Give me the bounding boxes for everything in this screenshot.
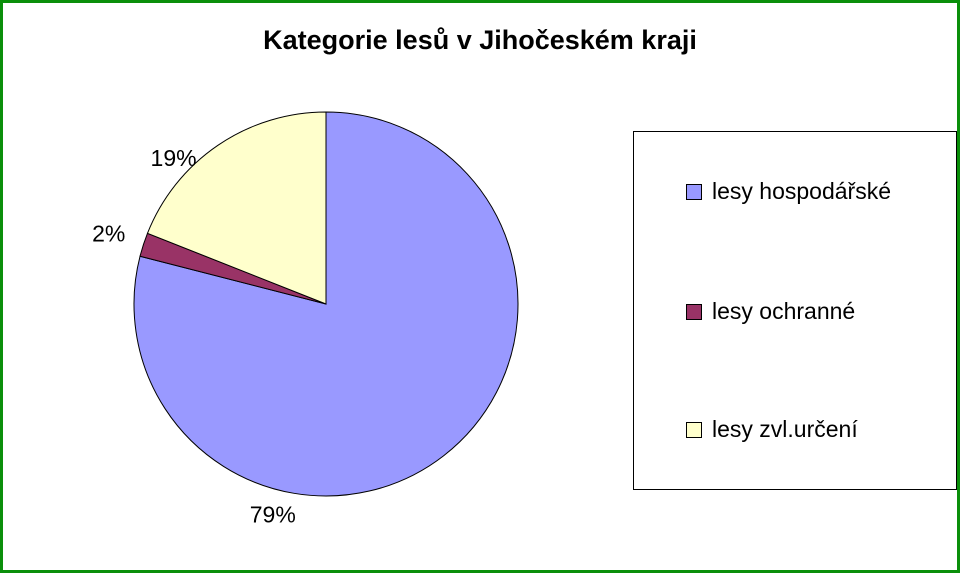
slice-hospodarske [133,111,519,497]
pct-label-zvl-urceni: 19% [151,145,197,171]
legend-swatch-ochranne [686,303,702,320]
legend-label-ochranne: lesy ochranné [712,298,856,324]
legend-item-zvl-urceni: lesy zvl.určení [686,416,858,443]
legend-item-hospodarske: lesy hospodářské [686,178,891,205]
slice-zvl-urceni [146,111,327,305]
legend-item-ochranne: lesy ochranné [686,298,855,325]
pct-label-ochranne: 2% [92,220,125,246]
chart-legend: lesy hospodářské lesy ochranné lesy zvl.… [633,131,957,490]
pie-chart: 79% 2% 19% [92,111,519,527]
legend-label-zvl-urceni: lesy zvl.určení [712,416,858,442]
pct-label-hospodarske: 79% [250,501,296,527]
chart-title: Kategorie lesů v Jihočeském kraji [263,25,697,55]
legend-swatch-zvl-urceni [686,421,702,438]
legend-swatch-hospodarske [686,183,702,200]
legend-label-hospodarske: lesy hospodářské [712,178,891,204]
